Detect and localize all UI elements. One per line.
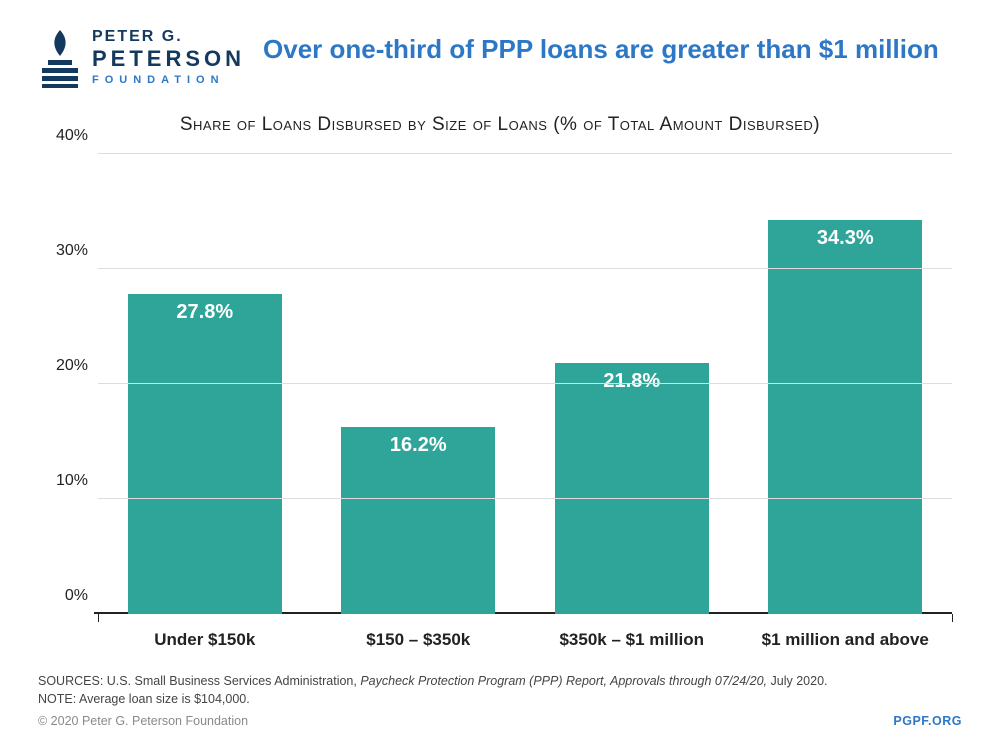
bar-column: 16.2% [324,154,512,614]
bar-value-label: 21.8% [603,370,660,393]
note-label: NOTE: [38,692,76,706]
bar [555,363,709,613]
bar-column: 27.8% [111,154,299,614]
gridline [98,498,952,499]
gridline [98,153,952,154]
chart-subtitle: Share of Loans Disbursed by Size of Loan… [38,114,962,136]
note-text: Average loan size is $104,000. [76,692,250,706]
bar-column: 21.8% [538,154,726,614]
bar-value-label: 34.3% [817,227,874,250]
sources-label: SOURCES: [38,674,103,688]
headline: Over one-third of PPP loans are greater … [263,28,962,65]
logo-line-1: PETER G. [92,28,245,46]
logo-line-2: PETERSON [92,46,245,72]
bars-container: 27.8% 16.2% 21.8% 34.3% [98,154,952,614]
y-tick-label: 30% [56,242,88,260]
chart-area: 27.8%16.2%21.8%34.3% 0%10%20%30%40% Unde… [38,154,962,664]
sources-text-italic: Paycheck Protection Program (PPP) Report… [360,674,767,688]
category-label: Under $150k [111,620,299,664]
copyright-row: © 2020 Peter G. Peterson Foundation PGPF… [38,712,962,730]
gridline [98,383,952,384]
footer: SOURCES: U.S. Small Business Services Ad… [38,672,962,730]
copyright-text: © 2020 Peter G. Peterson Foundation [38,712,248,730]
y-tick-label: 20% [56,357,88,375]
logo-line-3: FOUNDATION [92,74,245,86]
bar [768,220,922,614]
logo: PETER G. PETERSON FOUNDATION [38,28,245,88]
sources-text-2: July 2020. [767,674,827,688]
note-line: NOTE: Average loan size is $104,000. [38,690,962,708]
bar [128,294,282,613]
category-label: $1 million and above [751,620,939,664]
y-tick-label: 0% [65,587,88,605]
bar-value-label: 16.2% [390,434,447,457]
y-tick-label: 40% [56,127,88,145]
category-labels: Under $150k $150 – $350k $350k – $1 millio… [98,620,952,664]
bar-column: 34.3% [751,154,939,614]
header: PETER G. PETERSON FOUNDATION Over one-th… [38,28,962,88]
bar-chart: 27.8%16.2%21.8%34.3% 0%10%20%30%40% [98,154,952,614]
sources-text-1: U.S. Small Business Services Administrat… [103,674,360,688]
page: PETER G. PETERSON FOUNDATION Over one-th… [0,0,1000,750]
logo-text: PETER G. PETERSON FOUNDATION [92,28,245,86]
category-label: $350k – $1 million [538,620,726,664]
site-link[interactable]: PGPF.ORG [893,712,962,730]
y-tick-label: 10% [56,472,88,490]
torch-icon [38,28,82,88]
category-label: $150 – $350k [324,620,512,664]
bar-value-label: 27.8% [176,301,233,324]
sources-line: SOURCES: U.S. Small Business Services Ad… [38,672,962,690]
gridline [98,268,952,269]
